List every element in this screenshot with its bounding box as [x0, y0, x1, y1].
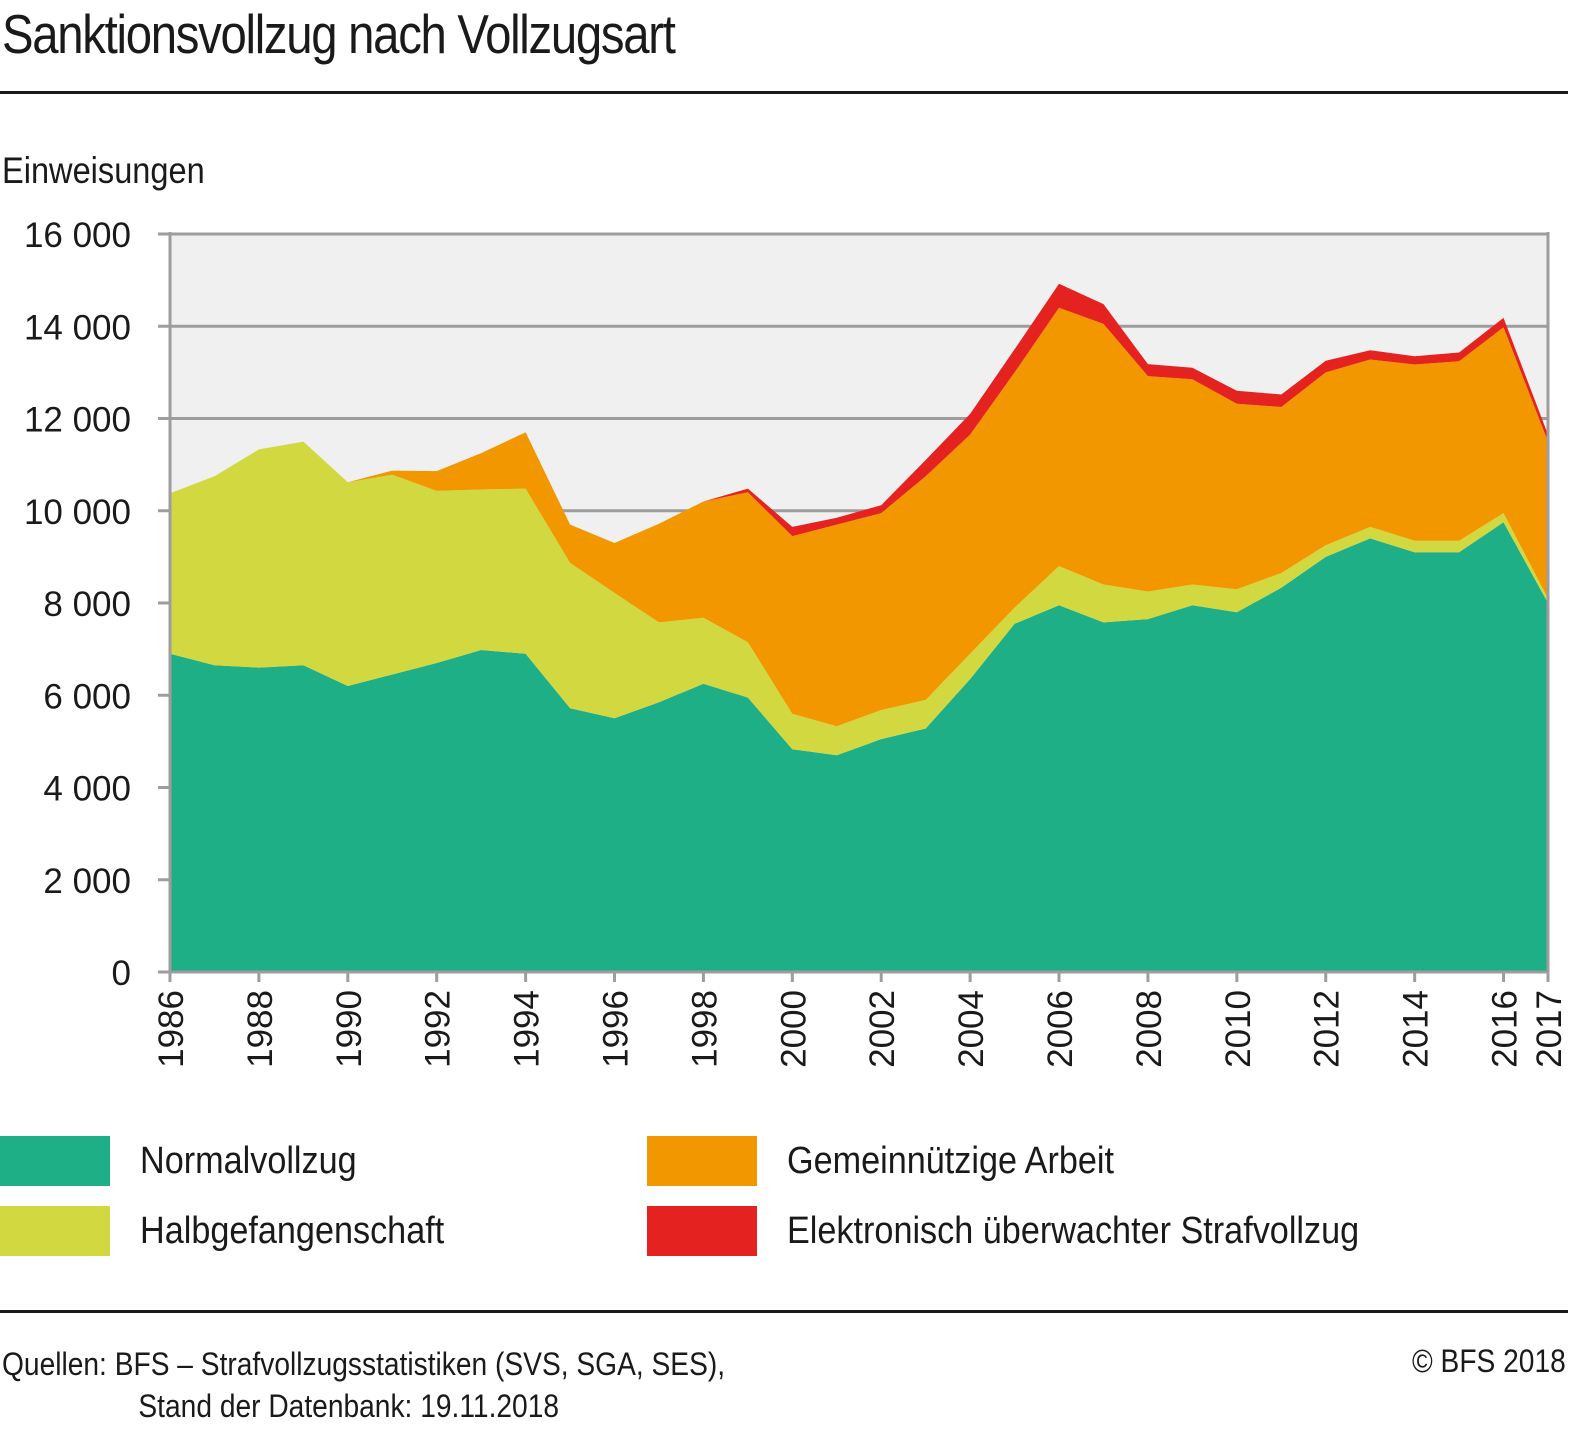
x-tick-label: 2008	[1130, 990, 1169, 1068]
x-tick-label: 1992	[419, 990, 458, 1068]
x-tick-label: 2002	[863, 990, 902, 1068]
y-tick-labels: 0 2 000 4 000 6 000 8 000 10 000 12 000 14 000 1…	[24, 216, 131, 993]
x-tick-label: 2012	[1308, 990, 1347, 1068]
legend-swatch	[647, 1206, 757, 1256]
x-tick-label: 2006	[1041, 990, 1080, 1068]
legend: Normalvollzug Halbgefangenschaft Gemeinn…	[0, 1136, 1568, 1266]
x-tick-label: 2004	[952, 990, 991, 1068]
y-tick-label: 14 000	[24, 308, 131, 347]
y-axis-label: Einweisungen	[2, 150, 205, 191]
area-gemeinnutzige-arbeit	[170, 307, 1548, 727]
copyright: © BFS 2018	[1412, 1343, 1566, 1379]
x-tick-label: 1994	[508, 990, 547, 1068]
area-normalvollzug	[170, 522, 1548, 972]
y-tick-label: 8 000	[43, 585, 131, 624]
x-tick-label: 1988	[241, 990, 280, 1068]
x-tick-label: 1998	[685, 990, 724, 1068]
x-tick-label: 2000	[774, 990, 813, 1068]
legend-item-normalvollzug: Normalvollzug	[0, 1136, 381, 1186]
source-line-2: Stand der Datenbank: 19.11.2018	[138, 1388, 560, 1424]
y-tick-label: 0	[112, 954, 131, 993]
y-tick-label: 10 000	[24, 493, 131, 532]
area-halbgefangenschaft	[170, 441, 1548, 756]
legend-swatch	[0, 1206, 110, 1256]
legend-label: Elektronisch überwachter Strafvollzug	[787, 1209, 1360, 1252]
x-tick-label: 2014	[1397, 990, 1436, 1068]
x-tick-labels: 1986 1988 1990 1992 1994 1996 1998 2000 2002 2004…	[152, 990, 1569, 1068]
y-tick-label: 12 000	[24, 401, 131, 440]
x-tick-label: 1990	[330, 990, 369, 1068]
y-tick-label: 16 000	[24, 216, 131, 255]
axes	[158, 232, 1550, 982]
title-divider	[0, 91, 1568, 94]
x-tick-label: 2017	[1530, 990, 1569, 1068]
legend-item-elektronisch-ueberwacht: Elektronisch überwachter Strafvollzug	[647, 1206, 1423, 1256]
y-tick-label: 6 000	[43, 677, 131, 716]
x-tick-label: 1986	[152, 990, 191, 1068]
stacked-area-chart: 0 2 000 4 000 6 000 8 000 10 000 12 000 14 000 1…	[24, 216, 1569, 1068]
x-tick-label: 2016	[1486, 990, 1525, 1068]
source-line-1: Quellen: BFS – Strafvollzugsstatistiken …	[2, 1346, 726, 1382]
legend-swatch	[647, 1136, 757, 1186]
x-tick-label: 1996	[597, 990, 636, 1068]
legend-item-gemeinnuetzige-arbeit: Gemeinnützige Arbeit	[647, 1136, 1150, 1186]
legend-label: Halbgefangenschaft	[140, 1209, 445, 1252]
y-tick-label: 4 000	[43, 770, 131, 809]
y-tick-label: 2 000	[43, 862, 131, 901]
legend-label: Normalvollzug	[140, 1139, 357, 1182]
legend-item-halbgefangenschaft: Halbgefangenschaft	[0, 1206, 478, 1256]
source-note: Quellen: BFS – Strafvollzugsstatistiken …	[2, 1343, 725, 1427]
legend-swatch	[0, 1136, 110, 1186]
area-series	[170, 283, 1548, 972]
legend-label: Gemeinnützige Arbeit	[787, 1139, 1114, 1182]
chart-title: Sanktionsvollzug nach Vollzugsart	[2, 3, 676, 65]
x-tick-label: 2010	[1219, 990, 1258, 1068]
footer-divider	[0, 1310, 1568, 1313]
